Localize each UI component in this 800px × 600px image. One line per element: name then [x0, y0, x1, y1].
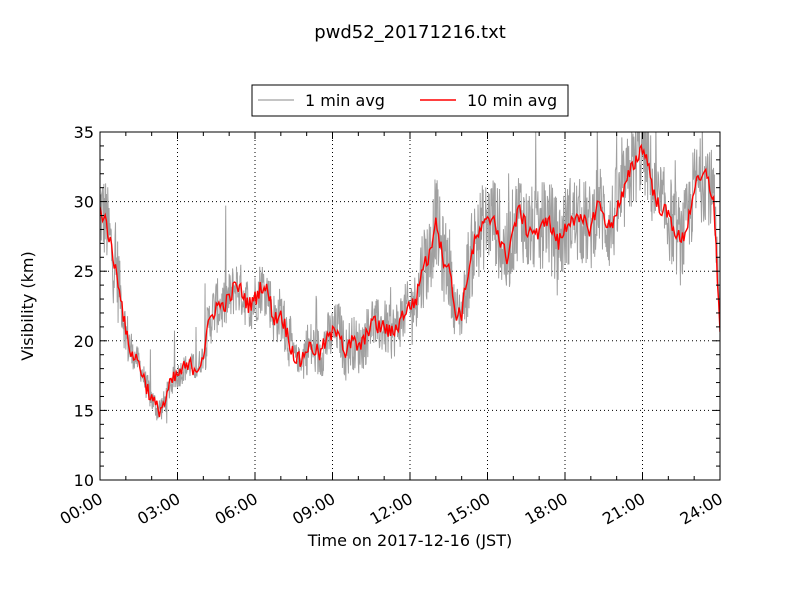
- legend-label-1min: 1 min avg: [305, 91, 385, 110]
- legend-box: [251, 84, 569, 117]
- x-axis-label: Time on 2017-12-16 (JST): [307, 531, 512, 550]
- y-axis-label: Visibility (km): [18, 251, 37, 360]
- x-tick-label: 24:00: [677, 489, 726, 529]
- x-tick-label: 03:00: [134, 489, 183, 529]
- y-tick-label: 20: [74, 332, 94, 351]
- x-tick-label: 15:00: [444, 489, 493, 529]
- y-tick-label: 10: [74, 471, 94, 490]
- x-tick-label: 09:00: [289, 489, 338, 529]
- chart-title: pwd52_20171216.txt: [314, 22, 506, 43]
- y-tick-label: 25: [74, 262, 94, 281]
- x-tick-label: 21:00: [599, 489, 648, 529]
- y-tick-label: 15: [74, 401, 94, 420]
- legend-label-10min: 10 min avg: [467, 91, 557, 110]
- x-tick-label: 06:00: [212, 489, 261, 529]
- x-tick-label: 00:00: [57, 489, 106, 529]
- y-tick-label: 35: [74, 123, 94, 142]
- x-tick-label: 18:00: [522, 489, 571, 529]
- legend: 1 min avg 10 min avg: [251, 84, 569, 117]
- y-tick-labels: 10 15 20 25 30 35: [74, 123, 94, 490]
- ticks: [99, 131, 721, 481]
- series-line-10min: [100, 143, 720, 418]
- x-tick-labels: 00:00 03:00 06:00 09:00 12:00 15:00 18:00 21:00…: [57, 489, 726, 529]
- x-tick-label: 12:00: [367, 489, 416, 529]
- y-tick-label: 30: [74, 193, 94, 212]
